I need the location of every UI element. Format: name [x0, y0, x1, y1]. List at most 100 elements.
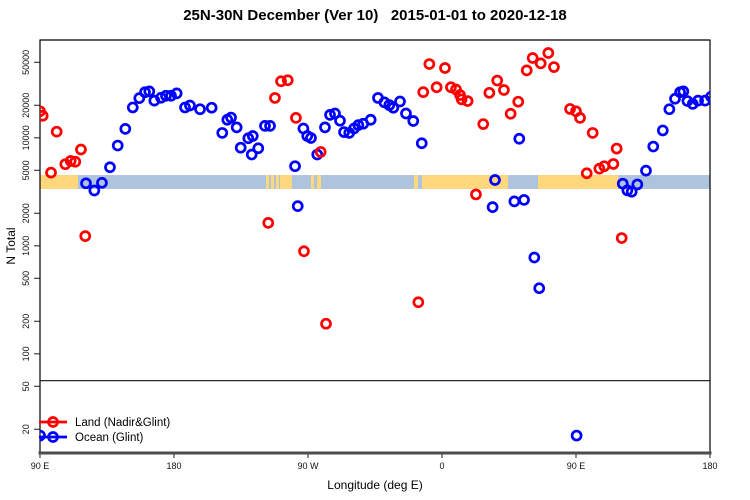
data-point: [455, 93, 468, 106]
data-point: [512, 95, 525, 108]
data-point: [275, 75, 287, 88]
data-point: [400, 107, 412, 120]
x-tick-label: 180: [702, 461, 717, 471]
data-point: [246, 130, 259, 142]
data-point: [586, 127, 599, 139]
y-tick-label: 20000: [21, 93, 31, 118]
data-point: [477, 118, 490, 130]
data-point: [205, 101, 218, 114]
data-point: [412, 296, 425, 309]
data-point: [491, 74, 504, 87]
map-band-land: [422, 175, 508, 189]
y-tick-label: 10000: [21, 125, 31, 150]
y-tick-label: 100: [21, 346, 31, 361]
data-point: [305, 132, 317, 144]
data-point: [252, 142, 265, 155]
map-band-land: [280, 175, 292, 189]
data-point: [548, 61, 560, 73]
data-point: [225, 111, 237, 124]
data-point: [119, 123, 132, 135]
data-point: [320, 317, 332, 330]
data-point: [319, 121, 331, 134]
data-point: [245, 148, 258, 161]
data-point: [520, 64, 533, 77]
data-point: [259, 120, 271, 132]
data-point: [334, 114, 346, 127]
data-point: [387, 101, 400, 114]
data-point: [656, 124, 669, 137]
series-ocean: [40, 85, 710, 442]
y-tick-label: 20: [21, 424, 31, 434]
data-point: [417, 86, 430, 98]
data-point: [290, 112, 302, 124]
data-point: [184, 99, 196, 112]
data-point: [234, 141, 247, 154]
latitude-map-band: [40, 175, 710, 189]
data-point: [533, 282, 546, 295]
data-point: [570, 429, 583, 442]
data-point: [64, 155, 77, 167]
data-point: [415, 137, 428, 150]
x-tick-label: 90 E: [31, 461, 50, 471]
data-point: [470, 188, 482, 201]
data-point: [461, 95, 474, 107]
data-point: [88, 184, 101, 197]
legend-marker-icon: [47, 416, 59, 428]
y-tick-label: 200: [21, 314, 31, 329]
data-point: [513, 132, 526, 145]
data-point: [486, 201, 499, 214]
data-point: [165, 89, 177, 102]
data-point: [126, 101, 139, 114]
data-point: [564, 103, 576, 115]
data-point: [394, 95, 406, 108]
data-point: [504, 107, 517, 120]
data-point: [269, 92, 281, 104]
data-point: [111, 139, 124, 152]
y-tick-label: 5000: [21, 160, 31, 180]
legend: Land (Nadir&Glint) Ocean (Glint): [39, 416, 170, 444]
data-point: [45, 166, 57, 179]
data-point: [291, 200, 304, 212]
data-point: [96, 176, 108, 189]
data-point: [528, 251, 541, 264]
legend-label: Ocean (Glint): [75, 432, 144, 444]
series-land: [40, 47, 628, 330]
data-point: [298, 245, 310, 258]
data-point: [526, 52, 539, 64]
x-tick-label: 90 E: [567, 461, 586, 471]
data-point: [518, 194, 530, 206]
data-point: [640, 164, 652, 177]
data-point: [542, 47, 555, 59]
data-point: [625, 185, 638, 198]
y-tick-label: 50000: [21, 50, 31, 75]
data-point: [104, 161, 116, 174]
map-band-land: [270, 175, 275, 189]
data-point: [423, 58, 436, 70]
data-point: [483, 86, 496, 99]
map-band-land: [316, 175, 321, 189]
data-point: [264, 120, 276, 132]
data-point: [338, 126, 350, 138]
data-point: [216, 127, 229, 139]
data-point: [647, 140, 660, 153]
data-point: [143, 85, 156, 98]
data-point: [407, 115, 420, 127]
y-axis-title: N Total: [4, 227, 18, 264]
map-band-land: [310, 175, 314, 189]
data-point: [262, 217, 275, 229]
data-point: [663, 103, 676, 116]
data-point: [314, 146, 327, 158]
data-point: [534, 57, 547, 70]
data-point: [80, 177, 92, 190]
data-point: [170, 87, 183, 100]
data-point: [439, 62, 451, 74]
data-point: [430, 81, 443, 94]
data-point: [677, 85, 690, 98]
data-point: [610, 142, 623, 155]
x-tick-label: 0: [439, 461, 444, 471]
map-band-land: [275, 175, 279, 189]
data-point: [40, 109, 49, 122]
data-point: [631, 178, 644, 191]
x-tick-label: 180: [166, 461, 181, 471]
